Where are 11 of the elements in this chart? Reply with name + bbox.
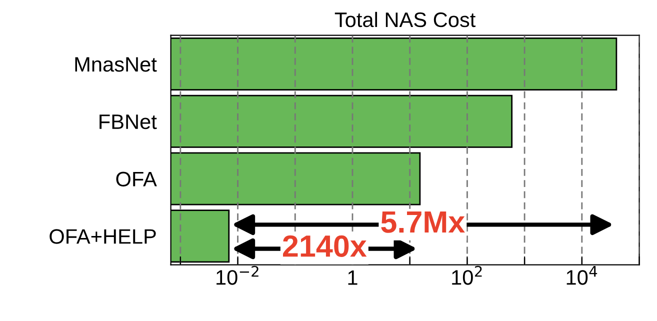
y-tick-label: OFA — [116, 172, 157, 187]
chart-title: Total NAS Cost — [334, 12, 476, 28]
x-tick-label: 1 — [348, 270, 358, 285]
annotation: 2140x — [283, 235, 367, 257]
x-tick-label: 10$^{2}$ — [452, 266, 482, 285]
y-tick-label: MnasNet — [75, 57, 157, 72]
x-tick-label: 10$^{4}$ — [566, 266, 598, 285]
y-tick-label: OFA+HELP — [50, 229, 156, 244]
annotation: 5.7Mx — [381, 212, 465, 233]
x-tick-label: 10$^{−2}$ — [216, 266, 258, 285]
y-tick-label: FBNet — [100, 114, 157, 130]
